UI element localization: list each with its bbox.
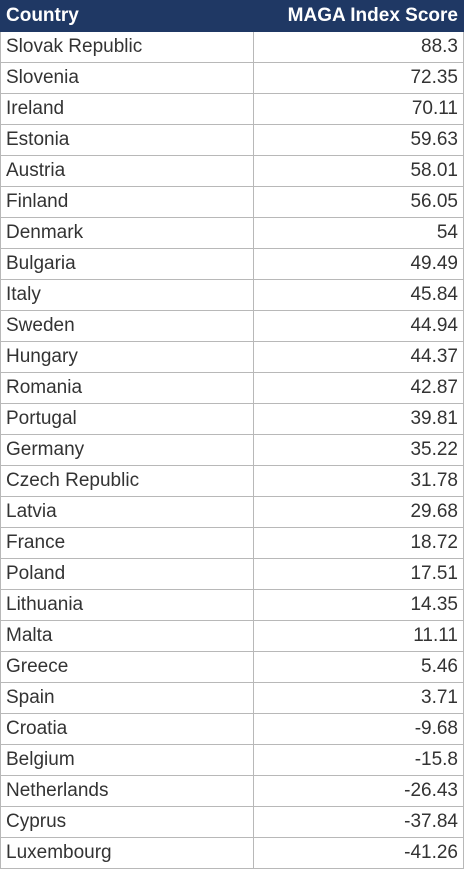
table-row: Sweden 44.94 [0, 310, 464, 342]
score-cell: 14.35 [253, 589, 464, 621]
score-cell: 17.51 [253, 558, 464, 590]
score-cell: 5.46 [253, 651, 464, 683]
table-row: Estonia 59.63 [0, 124, 464, 156]
table-row: Romania 42.87 [0, 372, 464, 404]
score-cell: -15.8 [253, 744, 464, 776]
table-row: France 18.72 [0, 527, 464, 559]
score-cell: -9.68 [253, 713, 464, 745]
country-cell: Luxembourg [0, 837, 254, 869]
country-cell: Croatia [0, 713, 254, 745]
score-cell: -26.43 [253, 775, 464, 807]
table-row: Greece 5.46 [0, 651, 464, 683]
score-cell: 31.78 [253, 465, 464, 497]
table-row: Ireland 70.11 [0, 93, 464, 125]
table-row: Belgium -15.8 [0, 744, 464, 776]
table-row: Poland 17.51 [0, 558, 464, 590]
table-row: Malta 11.11 [0, 620, 464, 652]
score-cell: 29.68 [253, 496, 464, 528]
country-cell: Slovak Republic [0, 31, 254, 63]
header-row: Country MAGA Index Score [0, 0, 464, 32]
score-cell: 56.05 [253, 186, 464, 218]
country-cell: Netherlands [0, 775, 254, 807]
country-cell: Ireland [0, 93, 254, 125]
score-table: Country MAGA Index Score Slovak Republic… [0, 0, 464, 869]
country-cell: Poland [0, 558, 254, 590]
score-cell: 72.35 [253, 62, 464, 94]
country-cell: France [0, 527, 254, 559]
country-cell: Cyprus [0, 806, 254, 838]
table-row: Luxembourg -41.26 [0, 837, 464, 869]
table-row: Hungary 44.37 [0, 341, 464, 373]
country-cell: Slovenia [0, 62, 254, 94]
table-row: Italy 45.84 [0, 279, 464, 311]
table-row: Czech Republic 31.78 [0, 465, 464, 497]
country-cell: Portugal [0, 403, 254, 435]
table-row: Slovenia 72.35 [0, 62, 464, 94]
country-cell: Estonia [0, 124, 254, 156]
score-cell: 49.49 [253, 248, 464, 280]
country-cell: Malta [0, 620, 254, 652]
country-cell: Romania [0, 372, 254, 404]
score-cell: 42.87 [253, 372, 464, 404]
score-cell: 58.01 [253, 155, 464, 187]
score-cell: -37.84 [253, 806, 464, 838]
country-cell: Bulgaria [0, 248, 254, 280]
country-cell: Latvia [0, 496, 254, 528]
country-cell: Belgium [0, 744, 254, 776]
score-cell: 88.3 [253, 31, 464, 63]
score-cell: 70.11 [253, 93, 464, 125]
table-row: Slovak Republic 88.3 [0, 31, 464, 63]
score-cell: 44.37 [253, 341, 464, 373]
country-cell: Czech Republic [0, 465, 254, 497]
table-row: Denmark 54 [0, 217, 464, 249]
table-header: Country MAGA Index Score [0, 0, 464, 32]
score-cell: 18.72 [253, 527, 464, 559]
country-cell: Hungary [0, 341, 254, 373]
score-cell: -41.26 [253, 837, 464, 869]
country-cell: Austria [0, 155, 254, 187]
country-cell: Spain [0, 682, 254, 714]
table-row: Portugal 39.81 [0, 403, 464, 435]
table-row: Germany 35.22 [0, 434, 464, 466]
country-cell: Greece [0, 651, 254, 683]
score-cell: 11.11 [253, 620, 464, 652]
score-cell: 59.63 [253, 124, 464, 156]
table-row: Bulgaria 49.49 [0, 248, 464, 280]
score-cell: 44.94 [253, 310, 464, 342]
table-body: Slovak Republic 88.3 Slovenia 72.35 Ireland 7… [0, 31, 464, 869]
country-cell: Italy [0, 279, 254, 311]
table-row: Lithuania 14.35 [0, 589, 464, 621]
country-cell: Denmark [0, 217, 254, 249]
header-cell: MAGA Index Score [253, 0, 464, 32]
country-cell: Finland [0, 186, 254, 218]
score-cell: 45.84 [253, 279, 464, 311]
table-row: Cyprus -37.84 [0, 806, 464, 838]
table-row: Latvia 29.68 [0, 496, 464, 528]
country-cell: Germany [0, 434, 254, 466]
table-row: Spain 3.71 [0, 682, 464, 714]
header-cell: Country [0, 0, 254, 32]
score-cell: 3.71 [253, 682, 464, 714]
table-row: Croatia -9.68 [0, 713, 464, 745]
country-cell: Lithuania [0, 589, 254, 621]
score-cell: 39.81 [253, 403, 464, 435]
table-row: Finland 56.05 [0, 186, 464, 218]
table-row: Austria 58.01 [0, 155, 464, 187]
country-cell: Sweden [0, 310, 254, 342]
score-cell: 35.22 [253, 434, 464, 466]
table-row: Netherlands -26.43 [0, 775, 464, 807]
score-cell: 54 [253, 217, 464, 249]
